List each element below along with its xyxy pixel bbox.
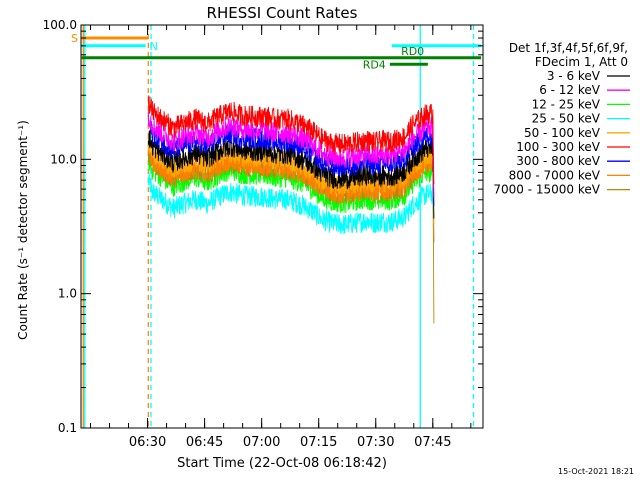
legend-label: 7000 - 15000 keV	[493, 183, 600, 197]
legend-label: 6 - 12 keV	[539, 83, 601, 97]
series-line-6-12keV	[147, 111, 435, 198]
status-label: RD0	[401, 45, 424, 58]
y-tick-label: 0.1	[58, 421, 77, 435]
legend-label: 300 - 800 keV	[516, 154, 600, 168]
series-line-300-800keV	[147, 113, 435, 207]
y-tick-label: 1.0	[58, 287, 77, 301]
legend-header-line: Det 1f,3f,4f,5f,6f,9f,	[509, 41, 628, 55]
chart-title: RHESSI Count Rates	[207, 4, 358, 22]
legend-label: 100 - 300 keV	[516, 140, 600, 154]
y-tick-label: 100.0	[43, 18, 77, 32]
legend-label: 50 - 100 keV	[524, 126, 601, 140]
legend-label: 800 - 7000 keV	[509, 168, 601, 182]
x-tick-label: 07:00	[243, 435, 280, 450]
status-label: RD4	[363, 58, 386, 71]
x-axis-label: Start Time (22-Oct-08 06:18:42)	[177, 456, 387, 471]
x-tick-label: 07:30	[357, 435, 394, 450]
timestamp: 15-Oct-2021 18:21	[558, 467, 634, 476]
x-tick-label: 07:15	[300, 435, 337, 450]
x-tick-label: 07:45	[414, 435, 451, 450]
status-label: S	[71, 32, 78, 45]
legend-header-line: FDecim 1, Att 0	[535, 55, 628, 69]
status-label: N	[150, 40, 158, 53]
y-tick-label: 10.0	[50, 152, 77, 166]
legend-label: 25 - 50 keV	[532, 112, 601, 126]
series-line-25-50keV	[147, 172, 435, 243]
x-tick-label: 06:45	[186, 435, 223, 450]
plot-frame	[80, 24, 484, 429]
y-axis-label: Count Rate (s⁻¹ detector segment⁻¹)	[16, 120, 30, 340]
series-line-100-300keV	[147, 95, 435, 185]
legend-label: 12 - 25 keV	[532, 97, 601, 111]
legend-label: 3 - 6 keV	[547, 69, 601, 83]
x-tick-label: 06:30	[129, 435, 166, 450]
